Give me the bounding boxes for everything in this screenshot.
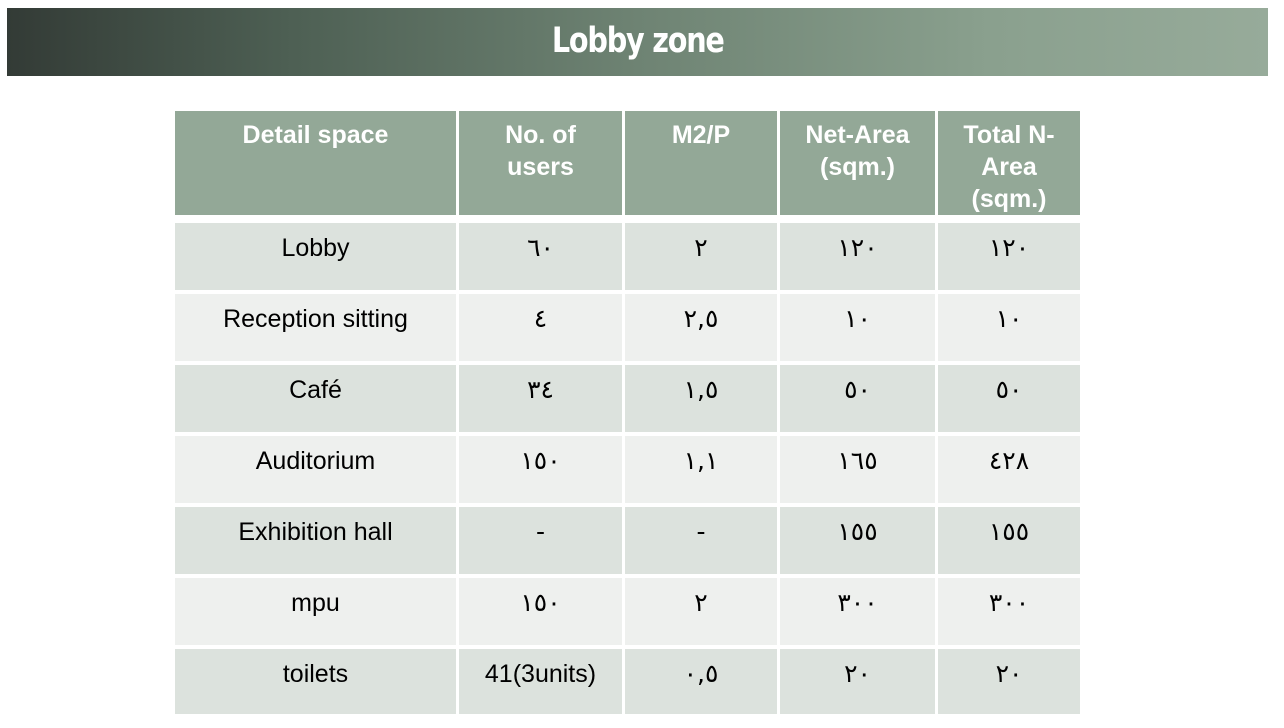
- cell-m2-per-person: ٠,٥: [625, 649, 780, 718]
- cell-m2-per-person: -: [625, 507, 780, 578]
- cell-net-area: ٣٠٠: [780, 578, 938, 649]
- cell-detail-space: Reception sitting: [175, 294, 459, 365]
- cell-net-area: ٢٠: [780, 649, 938, 718]
- cell-total-net-area: ٢٠: [938, 649, 1080, 718]
- header-m2-per-person: M2/P: [625, 111, 780, 223]
- header-total-net-area: Total N-Area (sqm.): [938, 111, 1080, 223]
- cell-m2-per-person: ٢,٥: [625, 294, 780, 365]
- cell-net-area: ١٥٥: [780, 507, 938, 578]
- table-row: Lobby ٦٠ ٢ ١٢٠ ١٢٠: [175, 223, 1080, 294]
- lobby-zone-table: Detail space No. of users M2/P Net-Area …: [175, 111, 1080, 718]
- header-detail-space: Detail space: [175, 111, 459, 223]
- cell-net-area: ٥٠: [780, 365, 938, 436]
- cell-no-of-users: ١٥٠: [459, 436, 625, 507]
- table-row: Café ٣٤ ١,٥ ٥٠ ٥٠: [175, 365, 1080, 436]
- cell-detail-space: Exhibition hall: [175, 507, 459, 578]
- cell-total-net-area: ٣٠٠: [938, 578, 1080, 649]
- cell-total-net-area: ١٢٠: [938, 223, 1080, 294]
- cell-m2-per-person: ٢: [625, 578, 780, 649]
- cell-no-of-users: -: [459, 507, 625, 578]
- cell-net-area: ١٦٥: [780, 436, 938, 507]
- cell-no-of-users: 41(3units): [459, 649, 625, 718]
- cell-detail-space: mpu: [175, 578, 459, 649]
- table-row: Reception sitting ٤ ٢,٥ ١٠ ١٠: [175, 294, 1080, 365]
- cell-no-of-users: ٤: [459, 294, 625, 365]
- title-banner: Lobby zone: [7, 8, 1268, 76]
- cell-detail-space: Auditorium: [175, 436, 459, 507]
- page-title: Lobby zone: [551, 21, 725, 61]
- table-row: toilets 41(3units) ٠,٥ ٢٠ ٢٠: [175, 649, 1080, 718]
- cell-total-net-area: ٥٠: [938, 365, 1080, 436]
- cell-total-net-area: ١٠: [938, 294, 1080, 365]
- table-header-row: Detail space No. of users M2/P Net-Area …: [175, 111, 1080, 223]
- cell-m2-per-person: ١,٥: [625, 365, 780, 436]
- cell-net-area: ١٠: [780, 294, 938, 365]
- header-net-area: Net-Area (sqm.): [780, 111, 938, 223]
- cell-detail-space: Lobby: [175, 223, 459, 294]
- cell-m2-per-person: ١,١: [625, 436, 780, 507]
- cell-detail-space: Café: [175, 365, 459, 436]
- cell-m2-per-person: ٢: [625, 223, 780, 294]
- cell-total-net-area: ١٥٥: [938, 507, 1080, 578]
- cell-net-area: ١٢٠: [780, 223, 938, 294]
- cell-detail-space: toilets: [175, 649, 459, 718]
- cell-no-of-users: ٦٠: [459, 223, 625, 294]
- cell-no-of-users: ١٥٠: [459, 578, 625, 649]
- table-row: Exhibition hall - - ١٥٥ ١٥٥: [175, 507, 1080, 578]
- cell-total-net-area: ٤٢٨: [938, 436, 1080, 507]
- header-no-of-users: No. of users: [459, 111, 625, 223]
- table-row: mpu ١٥٠ ٢ ٣٠٠ ٣٠٠: [175, 578, 1080, 649]
- table-row: Auditorium ١٥٠ ١,١ ١٦٥ ٤٢٨: [175, 436, 1080, 507]
- cell-no-of-users: ٣٤: [459, 365, 625, 436]
